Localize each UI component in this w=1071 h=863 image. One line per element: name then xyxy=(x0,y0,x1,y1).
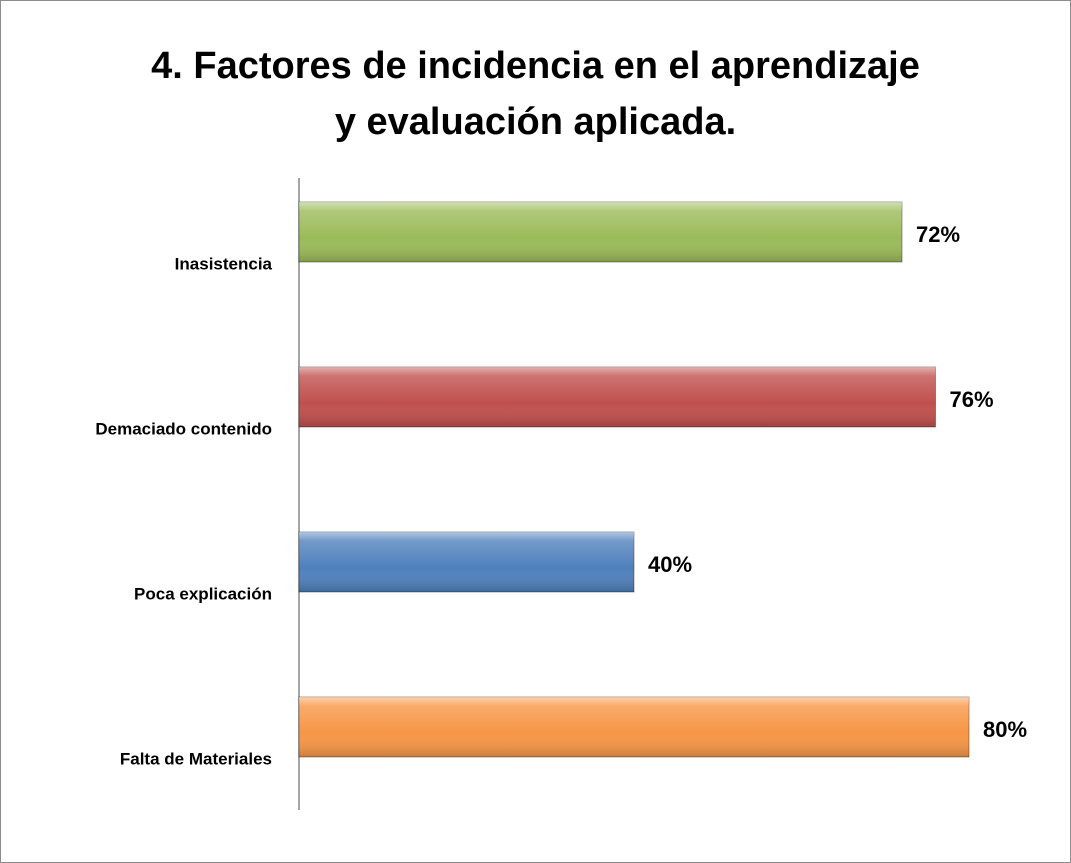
chart-title: 4. Factores de incidencia en el aprendiz… xyxy=(151,45,920,143)
bar-shine xyxy=(299,532,634,592)
data-label: 80% xyxy=(983,717,1027,742)
bar-shine xyxy=(299,202,902,262)
data-label: 72% xyxy=(916,222,960,247)
data-label: 40% xyxy=(648,552,692,577)
bar-shine xyxy=(299,367,936,427)
category-label: Demaciado contenido xyxy=(95,419,272,438)
category-label: Poca explicación xyxy=(134,584,272,603)
data-label: 76% xyxy=(950,387,994,412)
category-label: Falta de Materiales xyxy=(120,749,272,768)
bar-shine xyxy=(299,697,969,757)
category-label: Inasistencia xyxy=(175,254,273,273)
